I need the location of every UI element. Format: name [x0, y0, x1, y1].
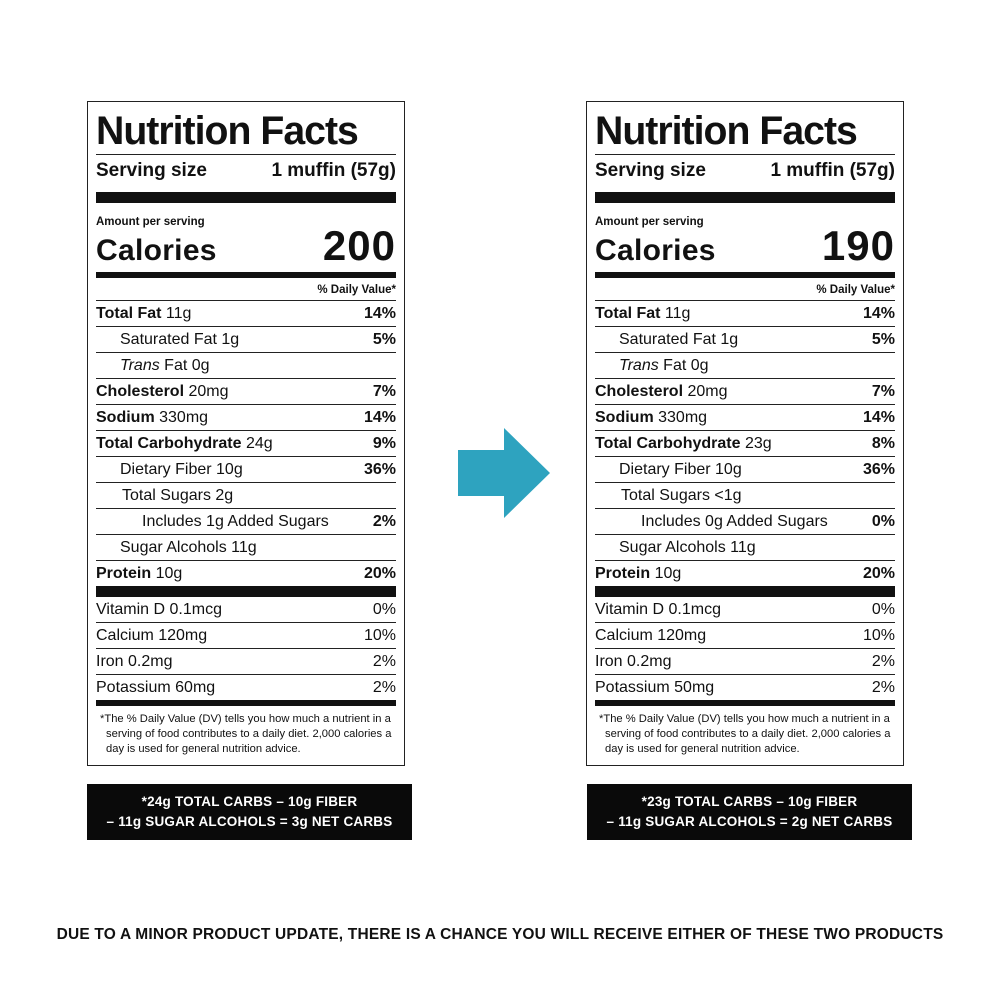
- serving-size-value: 1 muffin (57g): [770, 160, 895, 181]
- calories-row: Calories 200: [96, 222, 396, 269]
- nutrient-row: Includes 0g Added Sugars 0%: [595, 508, 895, 534]
- nutrition-label-original: Nutrition Facts Serving size 1 muffin (5…: [87, 101, 405, 766]
- nutrient-row: Total Carbohydrate 23g 8%: [595, 430, 895, 456]
- calories-label: Calories: [595, 234, 716, 267]
- nutrient-row: Sugar Alcohols 11g: [595, 534, 895, 560]
- product-update-notice: DUE TO A MINOR PRODUCT UPDATE, THERE IS …: [56, 926, 944, 943]
- nutrient-row: Cholesterol 20mg 7%: [595, 378, 895, 404]
- nutrition-label-updated: Nutrition Facts Serving size 1 muffin (5…: [586, 101, 904, 766]
- serving-size-row: Serving size 1 muffin (57g): [595, 154, 895, 184]
- vitamin-row: Potassium 50mg 2%: [595, 674, 895, 700]
- vitamin-row: Iron 0.2mg 2%: [595, 648, 895, 674]
- label-title: Nutrition Facts: [96, 109, 359, 153]
- daily-value-header: % Daily Value*: [96, 278, 396, 301]
- nutrient-row: Protein 10g 20%: [595, 560, 895, 586]
- nutrient-rows: Total Fat 11g 14% Saturated Fat 1g 5% Tran…: [96, 301, 396, 586]
- vitamin-row: Potassium 60mg 2%: [96, 674, 396, 700]
- divider-thick: [96, 192, 396, 203]
- calories-row: Calories 190: [595, 222, 895, 269]
- net-carbs-line2: – 11g SUGAR ALCOHOLS = 2g NET CARBS: [606, 814, 893, 829]
- nutrient-row: Total Fat 11g 14%: [96, 305, 396, 322]
- nutrient-row: Total Fat 11g 14%: [595, 305, 895, 322]
- daily-value-header: % Daily Value*: [595, 278, 895, 301]
- footnote: *The % Daily Value (DV) tells you how mu…: [595, 700, 895, 757]
- nutrient-row: Trans Fat 0g: [96, 352, 396, 378]
- calories-value: 190: [821, 222, 895, 269]
- nutrient-row: Sodium 330mg 14%: [595, 404, 895, 430]
- right-arrow-icon: [458, 428, 550, 518]
- divider-thick: [595, 586, 895, 597]
- footnote: *The % Daily Value (DV) tells you how mu…: [96, 700, 396, 757]
- vitamin-row: Vitamin D 0.1mcg 0%: [595, 601, 895, 618]
- nutrient-row: Protein 10g 20%: [96, 560, 396, 586]
- calories-label: Calories: [96, 234, 217, 267]
- net-carbs-box-original: *24g TOTAL CARBS – 10g FIBER – 11g SUGAR…: [87, 784, 412, 840]
- vitamin-row: Iron 0.2mg 2%: [96, 648, 396, 674]
- divider-thick: [96, 586, 396, 597]
- net-carbs-line1: *23g TOTAL CARBS – 10g FIBER: [641, 794, 858, 809]
- serving-size-label: Serving size: [96, 160, 207, 181]
- divider-medium: [595, 272, 895, 278]
- nutrient-row: Saturated Fat 1g 5%: [595, 326, 895, 352]
- amount-per-serving: Amount per serving: [96, 216, 205, 228]
- nutrient-row: Saturated Fat 1g 5%: [96, 326, 396, 352]
- nutrient-row: Sodium 330mg 14%: [96, 404, 396, 430]
- nutrient-row: Total Sugars <1g: [595, 482, 895, 508]
- nutrient-row: Total Carbohydrate 24g 9%: [96, 430, 396, 456]
- net-carbs-box-updated: *23g TOTAL CARBS – 10g FIBER – 11g SUGAR…: [587, 784, 912, 840]
- net-carbs-line1: *24g TOTAL CARBS – 10g FIBER: [141, 794, 358, 809]
- amount-per-serving: Amount per serving: [595, 216, 704, 228]
- nutrient-row: Includes 1g Added Sugars 2%: [96, 508, 396, 534]
- divider-medium: [96, 272, 396, 278]
- nutrient-row: Dietary Fiber 10g 36%: [595, 456, 895, 482]
- serving-size-value: 1 muffin (57g): [271, 160, 396, 181]
- serving-size-row: Serving size 1 muffin (57g): [96, 154, 396, 184]
- nutrient-row: Cholesterol 20mg 7%: [96, 378, 396, 404]
- nutrient-row: Total Sugars 2g: [96, 482, 396, 508]
- vitamin-rows: Vitamin D 0.1mcg 0% Calcium 120mg 10% Iron…: [96, 597, 396, 700]
- vitamin-row: Vitamin D 0.1mcg 0%: [96, 601, 396, 618]
- vitamin-row: Calcium 120mg 10%: [96, 622, 396, 648]
- divider-thick: [595, 192, 895, 203]
- serving-size-label: Serving size: [595, 160, 706, 181]
- nutrient-row: Sugar Alcohols 11g: [96, 534, 396, 560]
- nutrient-row: Dietary Fiber 10g 36%: [96, 456, 396, 482]
- vitamin-rows: Vitamin D 0.1mcg 0% Calcium 120mg 10% Iron…: [595, 597, 895, 700]
- calories-value: 200: [322, 222, 396, 269]
- vitamin-row: Calcium 120mg 10%: [595, 622, 895, 648]
- nutrient-rows: Total Fat 11g 14% Saturated Fat 1g 5% Tran…: [595, 301, 895, 586]
- nutrient-row: Trans Fat 0g: [595, 352, 895, 378]
- label-title: Nutrition Facts: [595, 109, 858, 153]
- net-carbs-line2: – 11g SUGAR ALCOHOLS = 3g NET CARBS: [106, 814, 393, 829]
